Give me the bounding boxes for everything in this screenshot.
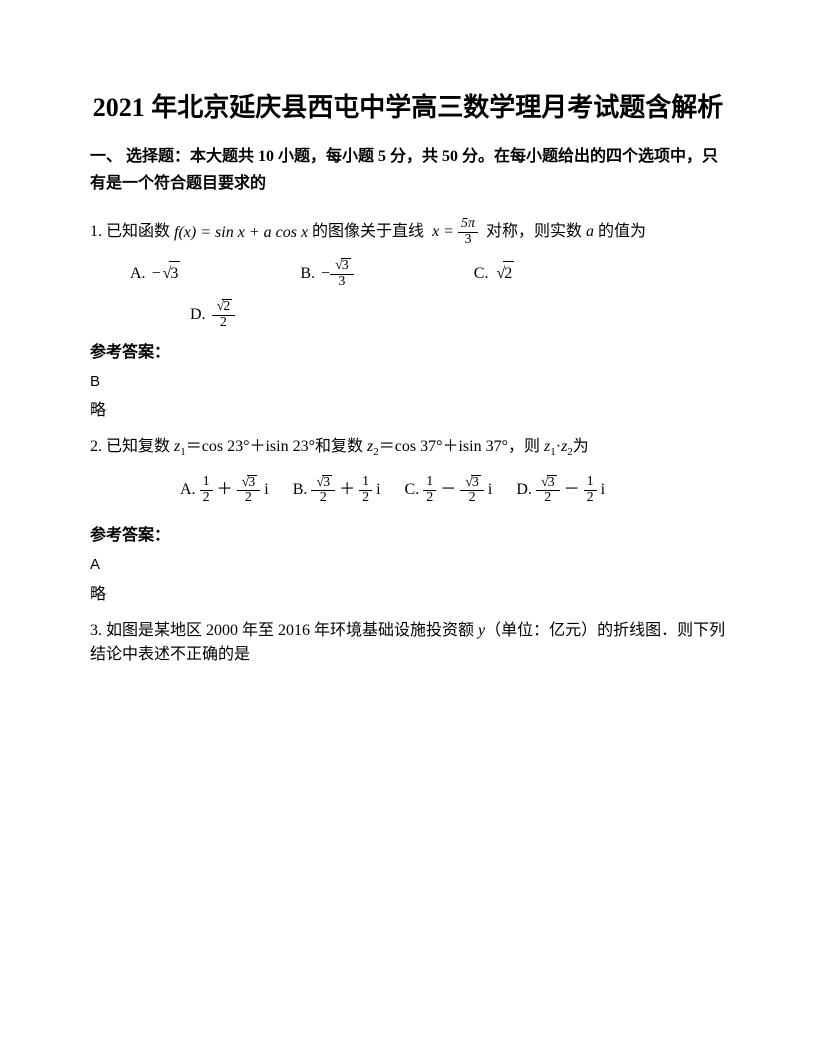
q2b-i: i	[376, 478, 380, 502]
q1-frac-num: 5π	[461, 216, 475, 231]
q2-option-c: C. 12 － 32 i	[405, 475, 493, 506]
q2-options: A. 12 ＋ 32 i B. 32 ＋ 12 i C. 12 － 32 i D…	[180, 475, 726, 506]
q2-b-label: B.	[293, 478, 308, 502]
opt-a-neg: −	[152, 265, 161, 282]
q2a-n2: 3	[247, 475, 257, 491]
q2-pre: 2. 已知复数	[90, 438, 174, 455]
page-title: 2021 年北京延庆县西屯中学高三数学理月考试题含解析	[90, 90, 726, 125]
q2d-i: i	[601, 478, 605, 502]
q1-option-d: D. 2 2	[190, 299, 235, 330]
q2b-n2: 1	[359, 475, 372, 491]
q2-a-label: A.	[180, 478, 196, 502]
q2c-d2: 2	[460, 491, 484, 506]
q2-eq1: ＝cos 23°＋isin 23°	[186, 438, 315, 455]
q1-explanation: 略	[90, 399, 726, 423]
q2d-d1: 2	[536, 491, 560, 506]
opt-b-num: 3	[341, 258, 351, 274]
q2d-d2: 2	[584, 491, 597, 506]
q2-eq2: ＝cos 37°＋isin 37°，则	[379, 438, 544, 455]
q2-answer: A	[90, 554, 726, 577]
q1-options-row2: D. 2 2	[190, 299, 726, 330]
q3-stem: 3. 如图是某地区 2000 年至 2016 年环境基础设施投资额 y（单位：亿…	[90, 619, 726, 667]
opt-b-label: B.	[300, 262, 315, 286]
q1-xeq-text: x =	[432, 223, 454, 240]
q2c-n1: 1	[423, 475, 436, 491]
q2-and: 和复数	[315, 438, 367, 455]
q1-answer-label: 参考答案：	[90, 341, 726, 365]
opt-d-label: D.	[190, 303, 206, 327]
q2-for: 为	[573, 438, 589, 455]
opt-a-label: A.	[130, 262, 146, 286]
opt-c-sqrt: 2	[503, 261, 514, 286]
q1-formula: f(x) = sin x + a cos x	[174, 221, 308, 245]
q1-mid2: 对称，则实数	[486, 223, 582, 240]
q1-option-c: C. 2	[474, 261, 514, 286]
q1-frac: 5π 3	[458, 217, 478, 247]
opt-c-label: C.	[474, 262, 489, 286]
q1-pre: 1. 已知函数	[90, 223, 170, 240]
q2-answer-label: 参考答案：	[90, 524, 726, 548]
q1-option-a: A. −3	[130, 261, 180, 286]
opt-b-neg: −	[321, 262, 330, 286]
opt-a-sqrt: 3	[169, 261, 180, 286]
q1-mid1: 的图像关于直线	[312, 223, 424, 240]
q1-x-eq: x = 5π 3	[432, 217, 478, 247]
question-3: 3. 如图是某地区 2000 年至 2016 年环境基础设施投资额 y（单位：亿…	[90, 619, 726, 667]
q2-option-a: A. 12 ＋ 32 i	[180, 475, 269, 506]
q2a-d2: 2	[237, 491, 261, 506]
q2d-n2: 1	[584, 475, 597, 491]
opt-b-den: 3	[330, 275, 354, 290]
q2d-minus: －	[564, 478, 580, 502]
q2c-n2: 3	[471, 475, 481, 491]
q2c-i: i	[488, 478, 492, 502]
q2a-plus: ＋	[217, 478, 233, 502]
q1-options-row1: A. −3 B. − 3 3 C. 2	[130, 258, 726, 289]
q1-stem: 1. 已知函数 f(x) = sin x + a cos x 的图像关于直线 x…	[90, 217, 726, 247]
q2b-n1: 3	[322, 475, 332, 491]
opt-d-num: 2	[222, 299, 232, 315]
question-2: 2. 已知复数 z1＝cos 23°＋isin 23°和复数 z2＝cos 37…	[90, 435, 726, 607]
q2-option-b: B. 32 ＋ 12 i	[293, 475, 381, 506]
q1-frac-den: 3	[458, 233, 478, 248]
question-1: 1. 已知函数 f(x) = sin x + a cos x 的图像关于直线 x…	[90, 217, 726, 423]
q1-answer: B	[90, 371, 726, 394]
q2a-i: i	[264, 478, 268, 502]
q2-d-label: D.	[516, 478, 532, 502]
q2-stem: 2. 已知复数 z1＝cos 23°＋isin 23°和复数 z2＝cos 37…	[90, 435, 726, 461]
section-heading: 一、 选择题：本大题共 10 小题，每小题 5 分，共 50 分。在每小题给出的…	[90, 143, 726, 197]
q2a-d1: 2	[200, 491, 213, 506]
q3-text: 3. 如图是某地区 2000 年至 2016 年环境基础设施投资额 y（单位：亿…	[90, 622, 725, 663]
q3-y: y	[478, 622, 485, 639]
q2c-d1: 2	[423, 491, 436, 506]
q2c-minus: －	[440, 478, 456, 502]
opt-d-den: 2	[212, 316, 236, 331]
q2a-n1: 1	[200, 475, 213, 491]
q2-explanation: 略	[90, 583, 726, 607]
q2-option-d: D. 32 － 12 i	[516, 475, 605, 506]
q1-option-b: B. − 3 3	[300, 258, 353, 289]
opt-d-frac: 2 2	[212, 299, 236, 330]
q2-c-label: C.	[405, 478, 420, 502]
q2b-d2: 2	[359, 491, 372, 506]
q1-post: 的值为	[598, 223, 646, 240]
q1-a: a	[586, 223, 594, 240]
q1-options: A. −3 B. − 3 3 C. 2 D.	[130, 258, 726, 331]
q2b-d1: 2	[311, 491, 335, 506]
q2b-plus: ＋	[339, 478, 355, 502]
q2d-n1: 3	[547, 475, 557, 491]
opt-b-frac: 3 3	[330, 258, 354, 289]
